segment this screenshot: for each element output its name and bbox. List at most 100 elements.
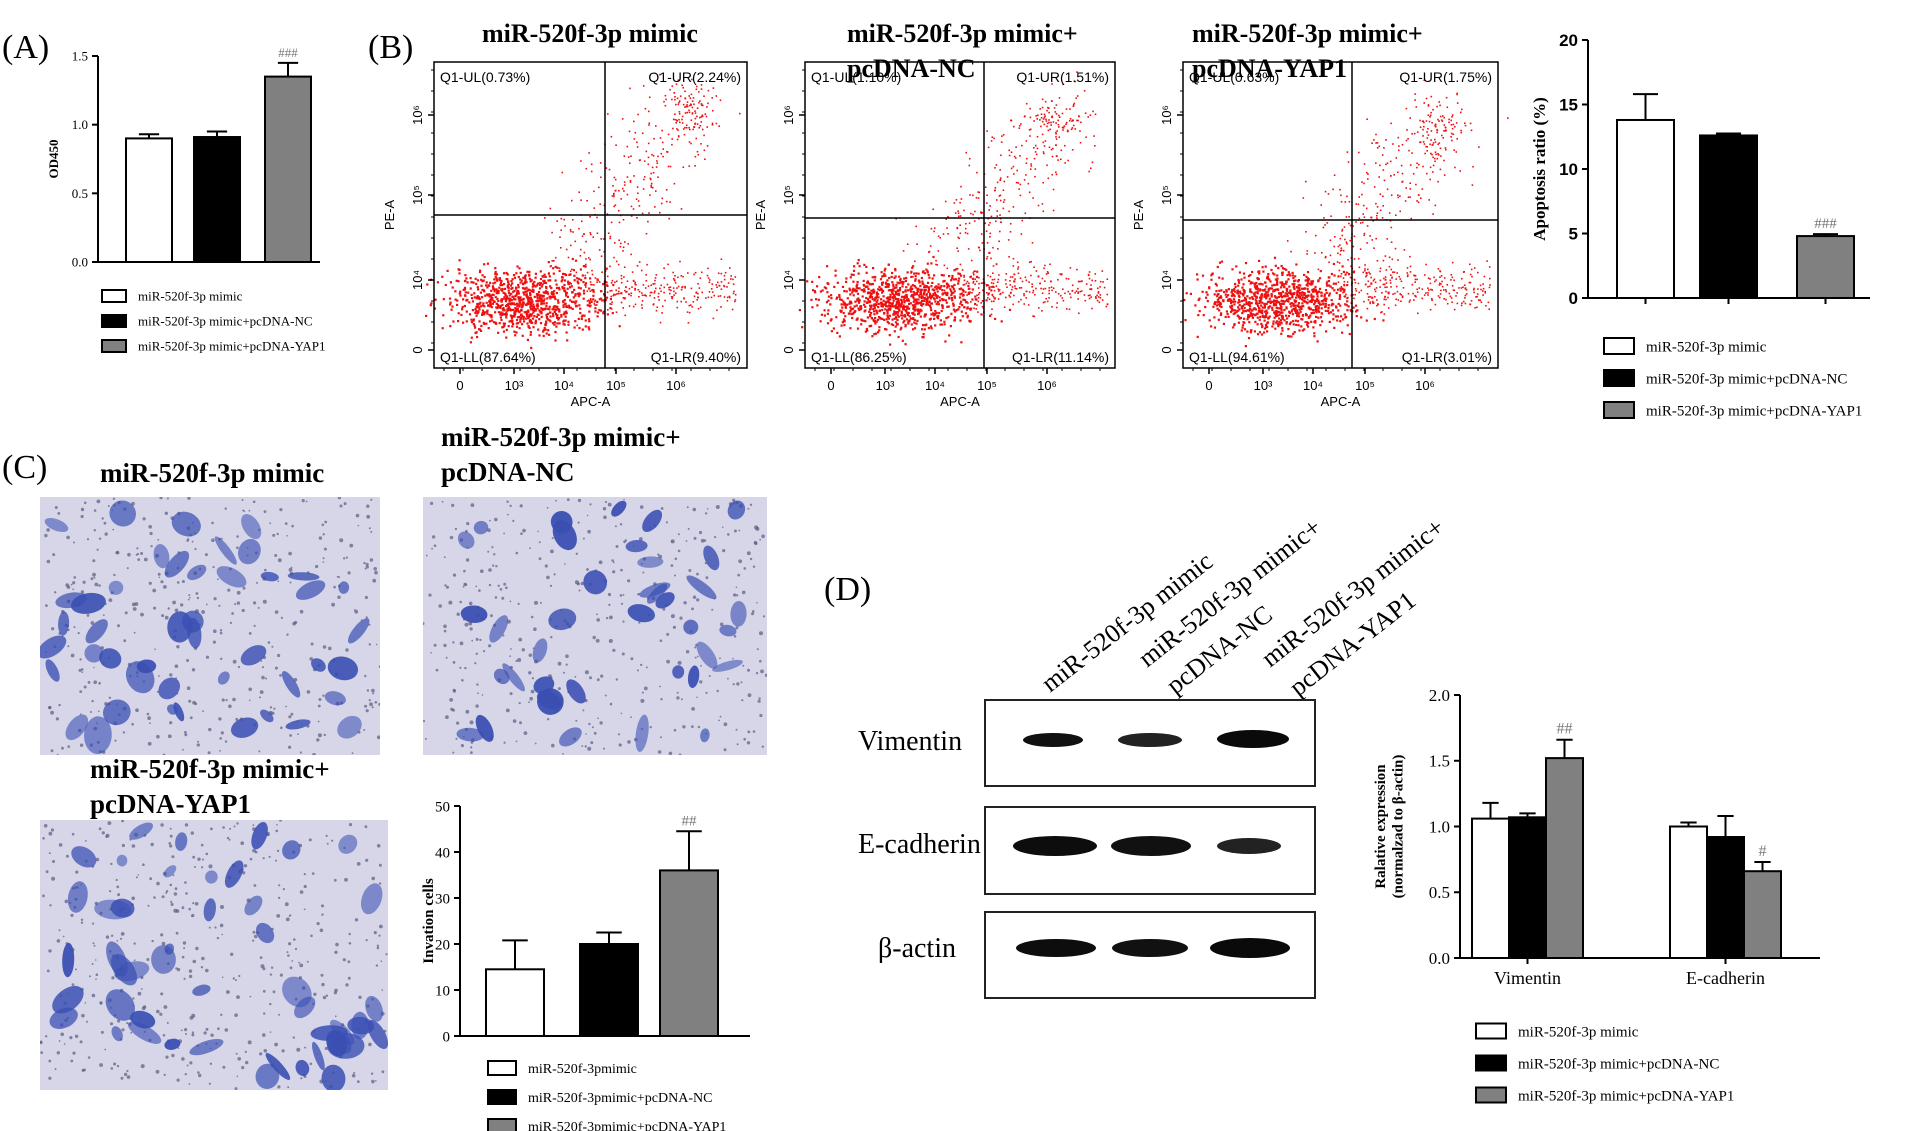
flow-plot-3-ur: Q1-UR(1.75%) — [1399, 69, 1492, 85]
chart-c-invasion: 0 10 20 30 40 50 Invation cells ## miR-520f-3pmi… — [421, 799, 750, 1131]
micro-title-3-line2: pcDNA-YAP1 — [90, 789, 251, 819]
flow-x-tick-label: 0 — [1205, 378, 1212, 393]
flow-plot-1-ur: Q1-UR(2.24%) — [648, 69, 741, 85]
flow-plot-2-lr: Q1-LR(11.14%) — [1012, 349, 1109, 365]
flow-x-tick-label: 10³ — [1254, 378, 1273, 393]
y-tick-label: 1.5 — [1429, 752, 1450, 771]
flow-plot-1-lr: Q1-LR(9.40%) — [651, 349, 741, 365]
legend-label-3: miR-520f-3p mimic+pcDNA-YAP1 — [1518, 1088, 1734, 1104]
flow-plot-1-x-axis-title: APC-A — [571, 394, 611, 409]
y-tick-label: 30 — [435, 891, 450, 907]
legend-swatch-3 — [1603, 401, 1635, 419]
y-tick-label: 0.5 — [72, 186, 88, 201]
flow-plot-1-events — [425, 73, 741, 349]
flow-plot-1-ll: Q1-LL(87.64%) — [440, 349, 536, 365]
bar-e-cadherin-series-2 — [1706, 836, 1745, 960]
flow-x-tick-label: 0 — [827, 378, 834, 393]
flow-plot-3-ll: Q1-LL(94.61%) — [1189, 349, 1285, 365]
legend-swatch-2 — [1475, 1054, 1507, 1072]
flow-plot-2-events — [798, 71, 1109, 346]
band-label-beta-actin: β-actin — [878, 933, 956, 964]
band-actin-2 — [1112, 939, 1188, 957]
flow-plot-3-title: miR-520f-3p mimic+ — [1192, 19, 1423, 48]
y-tick-label: 15 — [1559, 95, 1578, 114]
legend-swatch-2 — [1603, 369, 1635, 387]
flow-plot-3-lr: Q1-LR(3.01%) — [1402, 349, 1492, 365]
y-tick-label: 0 — [443, 1029, 451, 1045]
flow-plot-2-title: pcDNA-NC — [847, 54, 976, 83]
flow-x-tick-label: 10³ — [876, 378, 895, 393]
legend-swatch-1 — [487, 1060, 517, 1076]
bar-vimentin-series-3-significance: ## — [1557, 721, 1573, 738]
flow-plot-3-ul: Q1-UL(0.63%) — [1189, 69, 1279, 85]
legend-swatch-1 — [1603, 337, 1635, 355]
flow-plot-2-ur: Q1-UR(1.51%) — [1016, 69, 1109, 85]
bar-3-significance: ### — [278, 45, 298, 60]
flow-x-tick-label: 10³ — [505, 378, 524, 393]
panel-label-b: (B) — [368, 29, 413, 66]
y-tick-label: 50 — [435, 799, 450, 815]
bar-2 — [1699, 134, 1758, 299]
y-tick-label: 1.5 — [72, 49, 88, 64]
flow-y-tick-label: 0 — [1159, 346, 1174, 353]
bar-1 — [125, 137, 173, 263]
flow-plot-2-y-axis-title: PE-A — [753, 200, 768, 231]
y-tick-label: 1.0 — [72, 117, 88, 132]
bar-vimentin-series-2 — [1508, 816, 1547, 959]
y-tick-label: 20 — [1559, 31, 1578, 50]
bar-vimentin-series-3 — [1545, 757, 1584, 959]
flow-y-tick-label: 10⁴ — [1159, 270, 1174, 290]
y-tick-label: 0 — [1569, 289, 1578, 308]
band-label-vimentin: Vimentin — [858, 726, 962, 757]
legend-label-3: miR-520f-3pmimic+pcDNA-YAP1 — [528, 1120, 726, 1131]
bar-3 — [1796, 235, 1855, 299]
band-vimentin-2 — [1118, 733, 1182, 747]
flow-plot-2-title: miR-520f-3p mimic+ — [847, 19, 1078, 48]
flow-plot-1-y-axis-title: PE-A — [382, 200, 397, 231]
y-tick-label: 0.0 — [1429, 949, 1450, 968]
legend-label-1: miR-520f-3p mimic — [1518, 1024, 1639, 1040]
panel-label-a: (A) — [2, 29, 49, 66]
band-actin-3 — [1210, 938, 1290, 958]
western-blot: miR-520f-3p mimic miR-520f-3p mimic+ pcD… — [858, 512, 1450, 999]
flow-plot-3-y-axis-title: PE-A — [1131, 200, 1146, 231]
flow-plot-2-ul: Q1-UL(1.10%) — [811, 69, 901, 85]
flow-plot-3-frame — [1182, 61, 1499, 369]
micrograph-pcdna-yap1 — [40, 820, 388, 1090]
flow-y-tick-label: 10⁶ — [410, 105, 425, 125]
flow-y-tick-label: 0 — [781, 346, 796, 353]
flow-plot-1: miR-520f-3p mimic Q1-UL(0.73%) Q1-UR(2.24%… — [382, 19, 748, 409]
flow-plot-3: miR-520f-3p mimic+ pcDNA-YAP1Q1-UL(0.63%)… — [1131, 19, 1509, 409]
legend-label-2: miR-520f-3p mimic+pcDNA-NC — [138, 314, 313, 329]
flow-plot-1-title: miR-520f-3p mimic — [482, 19, 698, 48]
panel-label-c: (C) — [2, 449, 47, 486]
flow-plot-3-events — [1183, 79, 1509, 348]
flow-x-tick-label: 10⁵ — [977, 378, 997, 393]
legend-swatch-1 — [101, 289, 127, 303]
legend-swatch-3 — [487, 1118, 517, 1131]
bar-e-cadherin-series-1 — [1669, 825, 1708, 959]
bar-3 — [264, 75, 312, 263]
legend-label-1: miR-520f-3p mimic — [138, 289, 243, 304]
bar-1 — [485, 968, 545, 1037]
panel-label-d: (D) — [824, 571, 871, 608]
bar-3-significance: ### — [1814, 216, 1837, 232]
y-tick-label: 1.0 — [1429, 817, 1450, 836]
bar-vimentin-series-1 — [1471, 817, 1510, 959]
legend-swatch-2 — [101, 314, 127, 328]
bar-2 — [193, 136, 241, 264]
flow-x-tick-label: 10⁴ — [554, 378, 574, 393]
flow-x-tick-label: 10⁴ — [1303, 378, 1323, 393]
flow-x-tick-label: 10⁵ — [1355, 378, 1375, 393]
bar-e-cadherin-series-3 — [1743, 870, 1782, 960]
flow-plot-3-x-axis-title: APC-A — [1321, 394, 1361, 409]
bar-1 — [1616, 118, 1675, 300]
flow-y-tick-label: 10⁴ — [781, 270, 796, 290]
micro-title-2-line1: miR-520f-3p mimic+ — [441, 422, 681, 452]
micro-title-1-line1: miR-520f-3p mimic — [100, 458, 324, 488]
flow-plot-2-ll: Q1-LL(86.25%) — [811, 349, 907, 365]
legend-swatch-2 — [487, 1089, 517, 1105]
flow-x-tick-label: 10⁶ — [1037, 378, 1057, 393]
y-tick-label: 2.0 — [1429, 686, 1450, 705]
x-tick-label: Vimentin — [1494, 968, 1561, 988]
